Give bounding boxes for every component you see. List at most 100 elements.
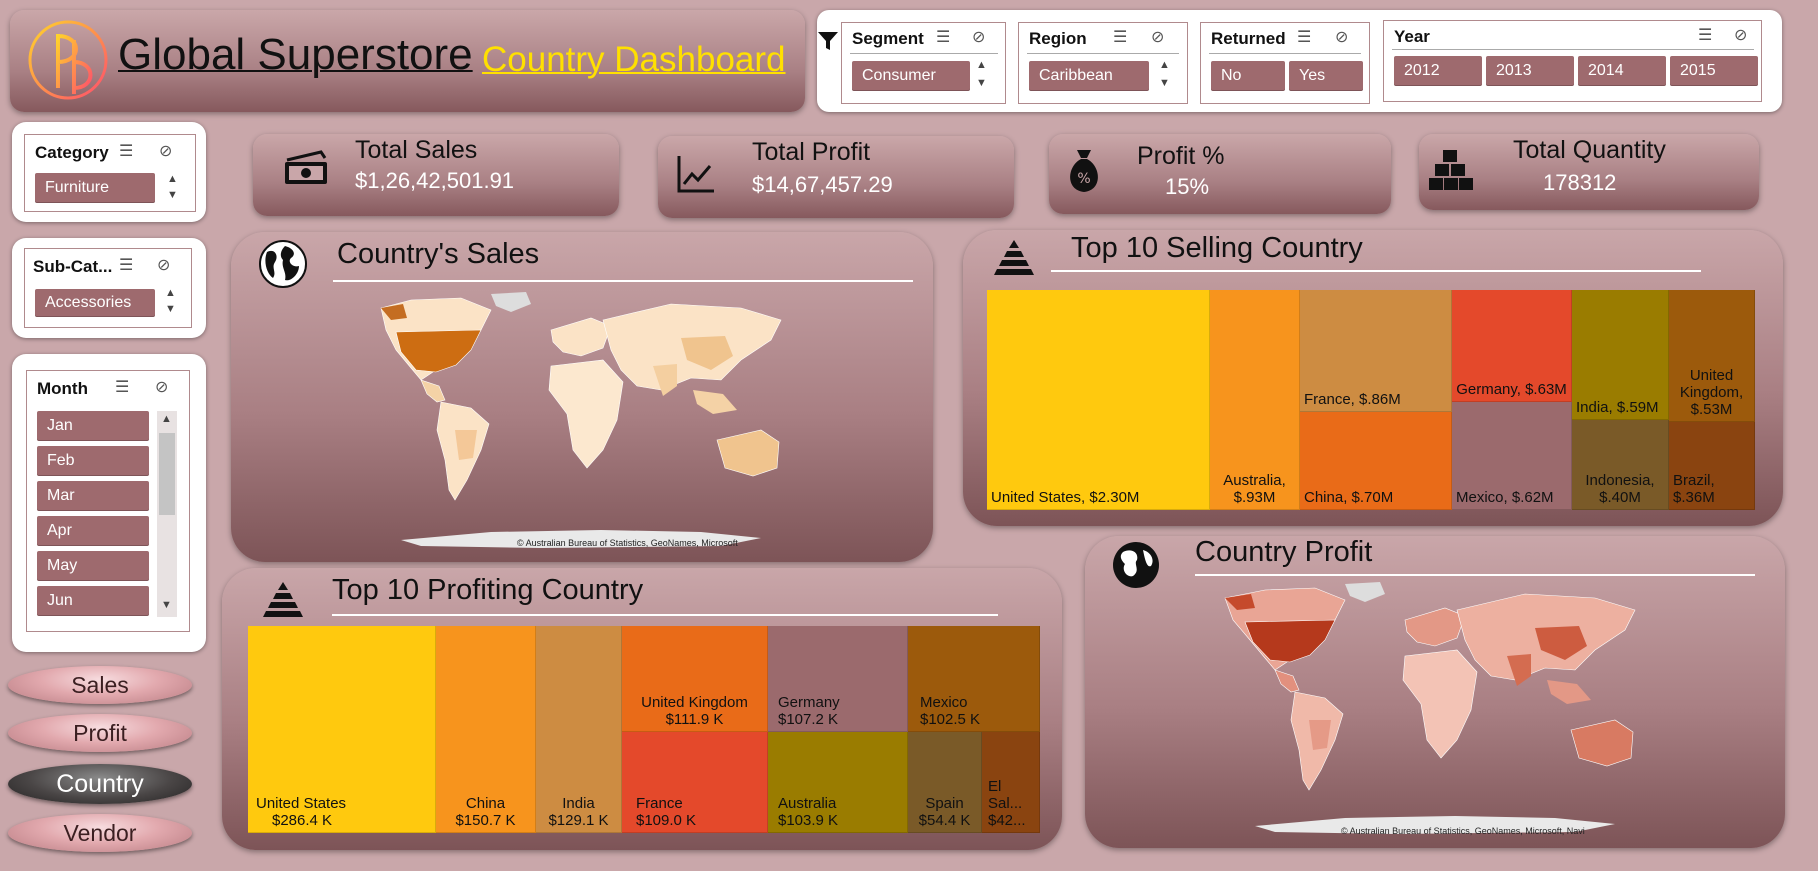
- map-attribution: © Australian Bureau of Statistics, GeoNa…: [517, 538, 738, 548]
- scroll-down-icon[interactable]: ▼: [1159, 77, 1170, 89]
- tile-el-salvador[interactable]: El Sal... $42...: [982, 732, 1040, 833]
- clear-filter-icon[interactable]: ⊘: [1335, 29, 1349, 46]
- subcategory-chip-accessories[interactable]: Accessories: [35, 289, 155, 317]
- scroll-up-icon[interactable]: ▲: [976, 59, 987, 71]
- tile-united-kingdom[interactable]: United Kingdom $111.9 K: [622, 626, 768, 732]
- tile-country: Spain: [925, 795, 964, 812]
- tile-germany[interactable]: Germany $107.2 K: [768, 626, 908, 732]
- filter-icon: [818, 32, 838, 50]
- multi-select-icon[interactable]: ☰: [1113, 29, 1128, 46]
- tile-germany[interactable]: Germany, $.63M: [1452, 290, 1572, 402]
- tile-value: $109.0 K: [636, 812, 697, 829]
- tile-mexico[interactable]: Mexico, $.62M: [1452, 402, 1572, 510]
- tile-united-states[interactable]: United States $286.4 K: [248, 626, 436, 833]
- month-chip-apr[interactable]: Apr: [37, 516, 149, 546]
- multi-select-icon[interactable]: ☰: [1698, 27, 1713, 44]
- clear-filter-icon[interactable]: ⊘: [157, 257, 171, 274]
- multi-select-icon[interactable]: ☰: [119, 143, 134, 160]
- returned-chip-no[interactable]: No: [1211, 61, 1285, 91]
- month-chip-jan[interactable]: Jan: [37, 411, 149, 441]
- month-chip-feb[interactable]: Feb: [37, 446, 149, 476]
- tile-label: India, $.59M: [1576, 399, 1659, 416]
- subcategory-slicer: Sub-Cat... ☰ ⊘ Accessories ▲ ▼: [24, 248, 192, 328]
- month-chip-mar[interactable]: Mar: [37, 481, 149, 511]
- tile-australia[interactable]: Australia, $.93M: [1210, 290, 1300, 510]
- top-selling-treemap[interactable]: United States, $2.30M Australia, $.93M F…: [987, 290, 1755, 510]
- scroll-down-icon[interactable]: ▼: [165, 303, 176, 315]
- kpi-total-quantity: Total Quantity 178312: [1419, 134, 1759, 210]
- top-profiting-title: Top 10 Profiting Country: [332, 574, 644, 606]
- tile-india[interactable]: India $129.1 K: [536, 626, 622, 833]
- returned-slicer-title: Returned: [1211, 29, 1286, 48]
- logo-icon: [28, 20, 108, 100]
- country-profit-rule: [1195, 574, 1755, 576]
- clear-filter-icon[interactable]: ⊘: [1734, 27, 1748, 44]
- scroll-up-icon[interactable]: ▲: [161, 413, 172, 425]
- tile-label: Indonesia, $.40M: [1585, 472, 1655, 506]
- year-chip-2014[interactable]: 2014: [1578, 56, 1666, 86]
- clear-filter-icon[interactable]: ⊘: [155, 379, 169, 396]
- segment-chip-consumer[interactable]: Consumer: [852, 61, 970, 91]
- country-sales-map[interactable]: [341, 290, 821, 550]
- nav-vendor-button[interactable]: Vendor: [8, 814, 192, 852]
- category-chip-furniture[interactable]: Furniture: [35, 173, 155, 203]
- top-selling-rule: [1051, 270, 1701, 272]
- nav-country-button[interactable]: Country: [8, 764, 192, 804]
- tile-spain[interactable]: Spain $54.4 K: [908, 732, 982, 833]
- nav-profit-button[interactable]: Profit: [8, 714, 192, 752]
- tile-value: $54.4 K: [918, 812, 971, 829]
- returned-chip-yes[interactable]: Yes: [1289, 61, 1363, 91]
- segment-slicer-title: Segment: [852, 29, 924, 48]
- tile-france[interactable]: France $109.0 K: [622, 732, 768, 833]
- tile-china[interactable]: China, $.70M: [1300, 412, 1452, 510]
- year-chip-2013[interactable]: 2013: [1486, 56, 1574, 86]
- multi-select-icon[interactable]: ☰: [1297, 29, 1312, 46]
- top-profiting-panel: Top 10 Profiting Country United States $…: [222, 568, 1062, 850]
- multi-select-icon[interactable]: ☰: [936, 29, 951, 46]
- nav-sales-button[interactable]: Sales: [8, 666, 192, 704]
- scroll-up-icon[interactable]: ▲: [167, 173, 178, 185]
- year-chip-2012[interactable]: 2012: [1394, 56, 1482, 86]
- month-chip-may[interactable]: May: [37, 551, 149, 581]
- country-sales-panel: Country's Sales © Australian Bureau of S…: [231, 232, 933, 562]
- tile-mexico[interactable]: Mexico $102.5 K: [908, 626, 1040, 732]
- svg-text:%: %: [1077, 171, 1090, 187]
- clear-filter-icon[interactable]: ⊘: [972, 29, 986, 46]
- top-profiting-rule: [332, 614, 998, 616]
- country-profit-map[interactable]: [1195, 580, 1675, 838]
- scroll-down-icon[interactable]: ▼: [167, 189, 178, 201]
- month-scroll-thumb[interactable]: [159, 433, 175, 515]
- tile-brazil[interactable]: Brazil, $.36M: [1669, 422, 1755, 510]
- scroll-down-icon[interactable]: ▼: [976, 77, 987, 89]
- clear-filter-icon[interactable]: ⊘: [1151, 29, 1165, 46]
- tile-indonesia[interactable]: Indonesia, $.40M: [1572, 420, 1669, 510]
- region-chip-caribbean[interactable]: Caribbean: [1029, 61, 1149, 91]
- multi-select-icon[interactable]: ☰: [119, 257, 134, 274]
- multi-select-icon[interactable]: ☰: [115, 379, 130, 396]
- money-icon: [285, 150, 327, 184]
- month-chip-jun[interactable]: Jun: [37, 586, 149, 616]
- tile-australia[interactable]: Australia $103.9 K: [768, 732, 908, 833]
- top-selling-panel: Top 10 Selling Country United States, $2…: [963, 230, 1783, 526]
- tile-china[interactable]: China $150.7 K: [436, 626, 536, 833]
- tile-india[interactable]: India, $.59M: [1572, 290, 1669, 420]
- tile-united-states[interactable]: United States, $2.30M: [987, 290, 1210, 510]
- tile-label: France, $.86M: [1304, 391, 1401, 408]
- profit-pct-label: Profit %: [1137, 142, 1225, 170]
- scroll-up-icon[interactable]: ▲: [165, 287, 176, 299]
- clear-filter-icon[interactable]: ⊘: [159, 143, 173, 160]
- profit-pct-value: 15%: [1165, 174, 1210, 199]
- scroll-up-icon[interactable]: ▲: [1159, 59, 1170, 71]
- region-slicer-title: Region: [1029, 29, 1087, 48]
- tile-united-kingdom[interactable]: United Kingdom, $.53M: [1669, 290, 1755, 422]
- scroll-down-icon[interactable]: ▼: [161, 599, 172, 611]
- tile-value: $103.9 K: [778, 812, 839, 829]
- year-chip-2015[interactable]: 2015: [1670, 56, 1758, 86]
- country-profit-title: Country Profit: [1195, 536, 1373, 568]
- money-bag-icon: %: [1070, 150, 1098, 192]
- tile-value: $286.4 K: [272, 812, 333, 829]
- top-profiting-treemap[interactable]: United States $286.4 K China $150.7 K In…: [248, 626, 1040, 833]
- total-sales-label: Total Sales: [355, 136, 478, 164]
- tile-france[interactable]: France, $.86M: [1300, 290, 1452, 412]
- total-profit-value: $14,67,457.29: [752, 172, 893, 197]
